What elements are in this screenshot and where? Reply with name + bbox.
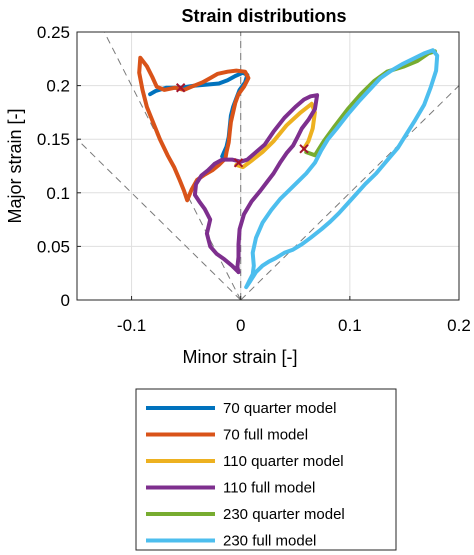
y-tick-label: 0.05 <box>37 237 70 256</box>
x-tick-label: 0.2 <box>447 316 471 335</box>
y-axis-label: Major strain [-] <box>5 108 25 223</box>
legend-label: 110 full model <box>223 480 315 497</box>
legend-label: 70 full model <box>223 427 308 444</box>
chart-title: Strain distributions <box>181 6 346 26</box>
plot-frame <box>76 31 460 301</box>
legend-label: 110 quarter model <box>223 453 344 470</box>
legend-item: 70 full model <box>146 427 308 444</box>
cross-marker <box>175 83 186 93</box>
series-line <box>304 49 437 158</box>
series-line <box>137 55 251 203</box>
legend-item: 110 quarter model <box>146 453 344 470</box>
cross-marker <box>299 144 309 154</box>
legend-item: 110 full model <box>146 480 315 497</box>
legend-items: 70 quarter model 70 full model 110 quarter… <box>146 400 345 550</box>
series-line <box>192 93 320 275</box>
y-tick-label: 0 <box>61 291 70 310</box>
x-axis-ticks: -0.1 0 0.1 0.2 <box>117 296 471 335</box>
legend: 70 quarter model 70 full model 110 quarter… <box>135 388 397 551</box>
y-tick-label: 0.1 <box>46 184 70 203</box>
series-lines <box>137 48 440 290</box>
legend-label: 70 quarter model <box>223 400 336 417</box>
cross-marker-stroke <box>175 83 186 93</box>
legend-item: 230 full model <box>146 533 316 550</box>
series-line <box>234 101 317 170</box>
x-axis-label: Minor strain [-] <box>182 347 297 367</box>
reference-line <box>240 85 460 301</box>
cross-marker-stroke <box>233 158 244 168</box>
cross-marker-stroke <box>299 144 309 154</box>
y-tick-label: 0.25 <box>37 23 70 42</box>
series-line <box>244 48 440 290</box>
legend-label: 230 quarter model <box>223 506 345 523</box>
x-tick-label: 0 <box>236 316 245 335</box>
legend-item: 230 quarter model <box>146 506 345 523</box>
x-tick-label: -0.1 <box>117 316 146 335</box>
y-tick-label: 0.15 <box>37 130 70 149</box>
y-axis-ticks: 0 0.05 0.1 0.15 0.2 0.25 <box>37 23 81 310</box>
legend-box <box>135 388 397 551</box>
y-tick-label: 0.2 <box>46 77 70 96</box>
legend-label: 230 full model <box>223 533 316 550</box>
x-tick-label: 0.1 <box>338 316 362 335</box>
plot-area: -0.1 0 0.1 0.2 0 0.05 0.1 0.15 0.2 0.25 <box>37 23 471 335</box>
cross-marker <box>233 158 244 168</box>
reference-line <box>76 138 242 301</box>
marker-group <box>175 83 309 168</box>
legend-item: 70 quarter model <box>146 400 336 417</box>
